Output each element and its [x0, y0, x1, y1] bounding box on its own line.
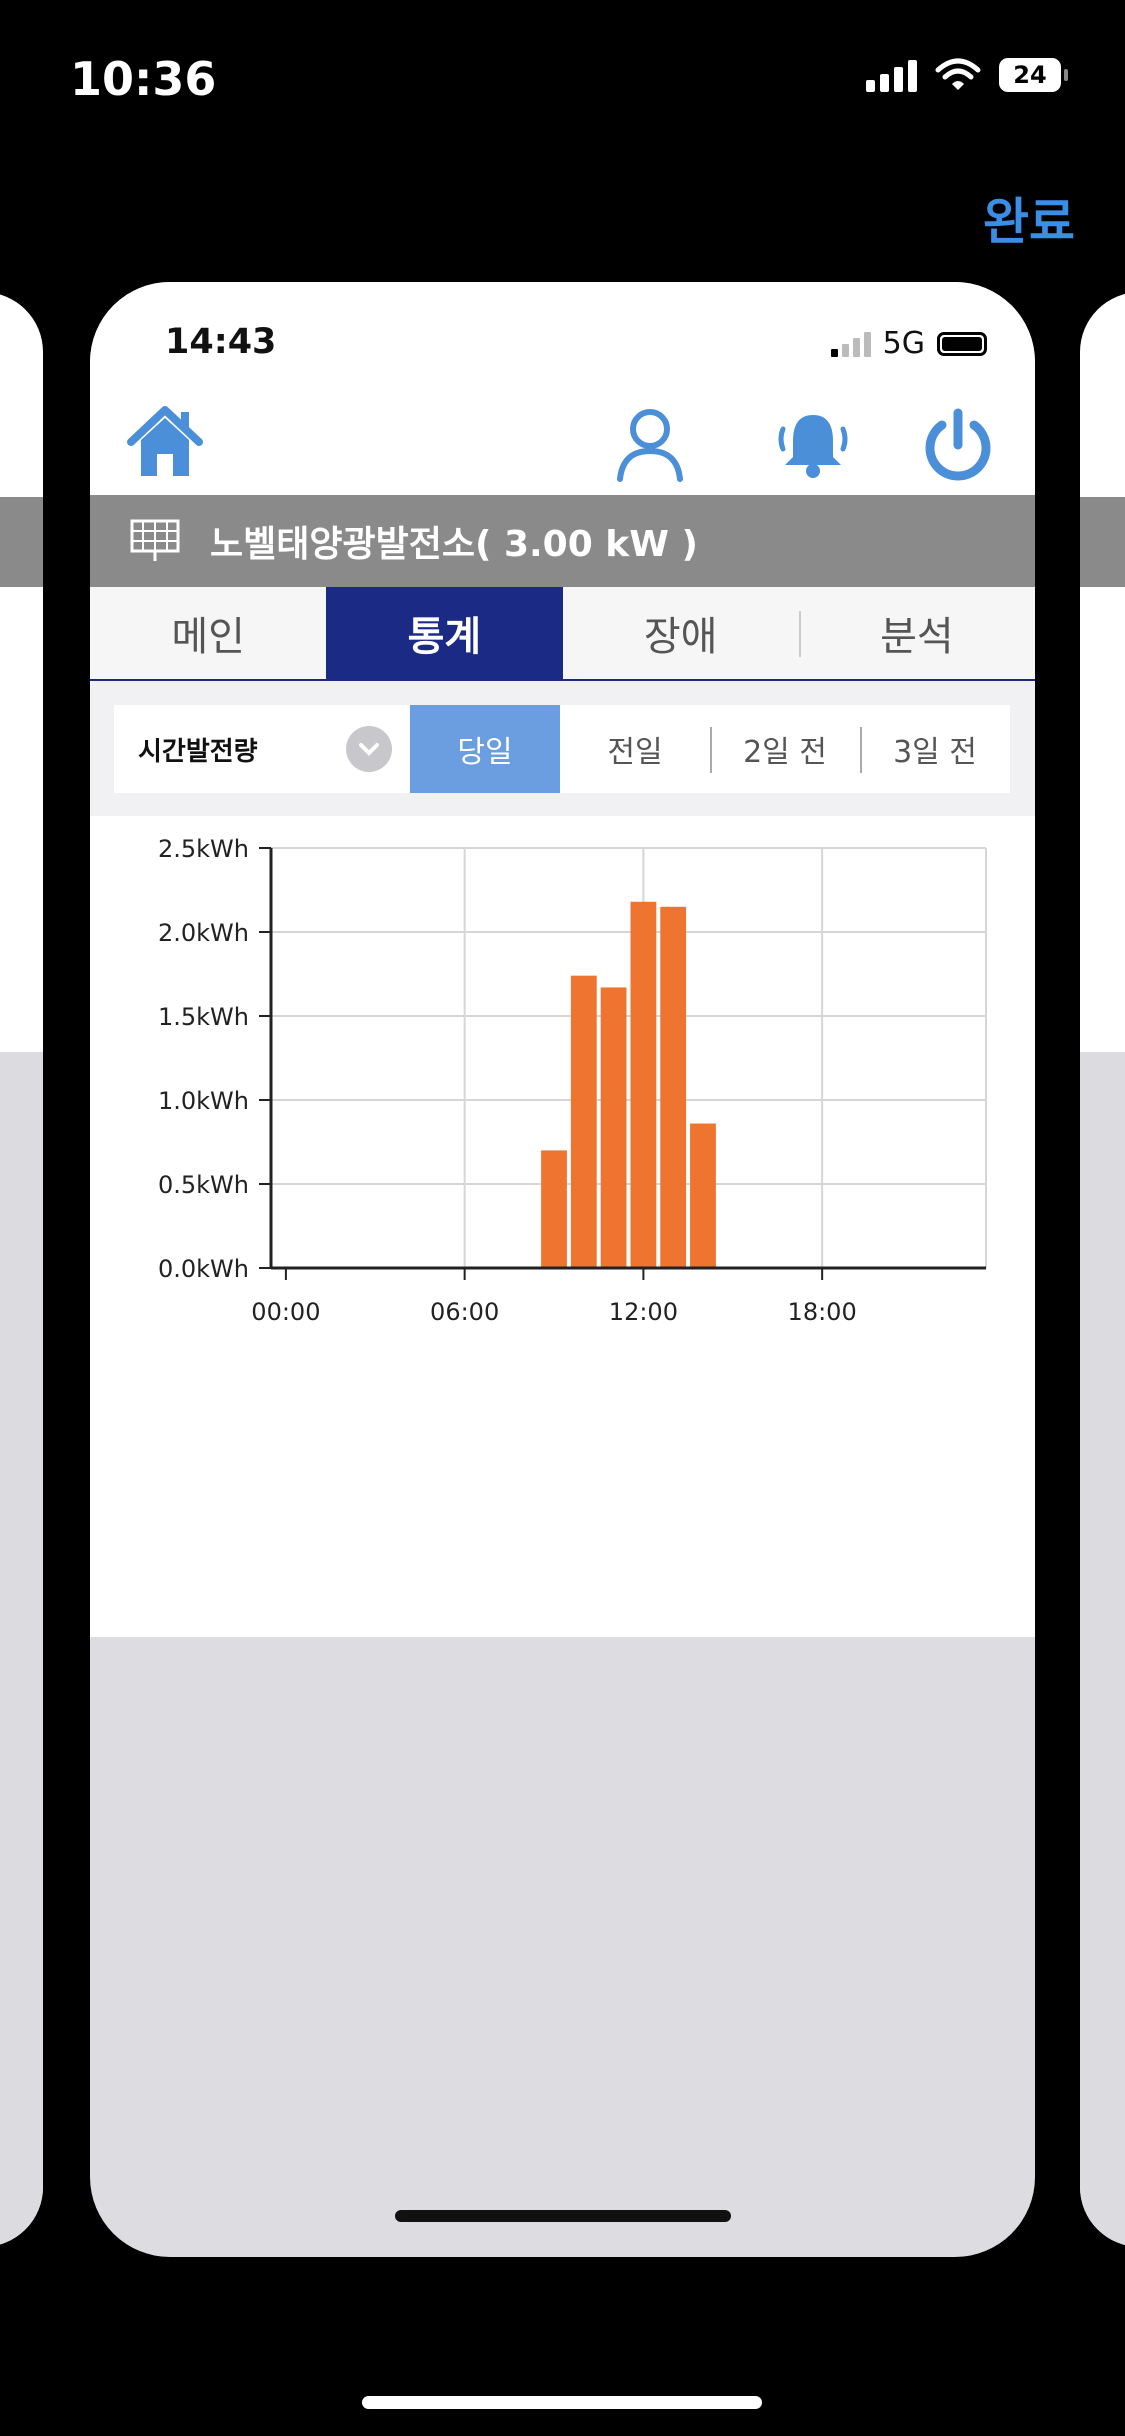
bar: [630, 901, 657, 1268]
battery-level: 24: [1013, 61, 1047, 89]
network-type: 5G: [882, 326, 925, 361]
day-tab-yesterday[interactable]: 전일: [607, 735, 663, 770]
filter-area: 시간발전량 당일 전일 2일 전 3일 전: [90, 681, 1035, 816]
tab-statistics[interactable]: 통계: [326, 587, 563, 679]
plant-header: 노벨태양광발전소( 3.00 kW ): [90, 495, 1035, 587]
inner-signal-icon: [830, 331, 871, 357]
cellular-signal-icon: [866, 58, 917, 92]
inner-status-icons: 5G: [830, 326, 987, 361]
day-tabs: 당일 전일 2일 전 3일 전: [410, 705, 1010, 793]
tab-analysis-label: 분석: [880, 614, 954, 660]
bar: [600, 987, 627, 1268]
main-tabs: 메인 통계 장애 분석: [90, 587, 1035, 681]
done-button[interactable]: 완료: [983, 193, 1075, 251]
y-tick-label: 0.0kWh: [158, 1255, 249, 1283]
user-icon[interactable]: [615, 407, 685, 483]
day-tab-3-days-ago[interactable]: 3일 전: [860, 705, 1010, 793]
power-icon[interactable]: [920, 407, 996, 483]
inner-battery-icon: [937, 331, 987, 356]
tab-analysis[interactable]: 분석: [798, 587, 1035, 679]
adjacent-card-left[interactable]: [0, 292, 43, 2247]
period-type-select[interactable]: 시간발전량: [114, 705, 410, 793]
y-tick-label: 0.5kWh: [158, 1171, 249, 1199]
x-tick-label: 00:00: [251, 1298, 320, 1326]
bar: [690, 1123, 716, 1268]
day-tab-today[interactable]: 당일: [410, 705, 560, 793]
y-tick-label: 2.5kWh: [158, 835, 249, 863]
battery-icon: 24: [999, 58, 1068, 92]
x-tick-label: 12:00: [609, 1298, 678, 1326]
y-tick-label: 1.0kWh: [158, 1087, 249, 1115]
day-3-label: 3일 전: [893, 735, 977, 770]
solar-panel-icon: [130, 519, 180, 561]
wifi-icon: [935, 58, 981, 90]
adjacent-card-right[interactable]: [1080, 292, 1125, 2247]
period-type-value: 시간발전량: [138, 736, 258, 767]
day-tab-2-days-ago[interactable]: 2일 전: [710, 705, 860, 793]
filter-bar: 시간발전량 당일 전일 2일 전 3일 전: [114, 705, 1010, 793]
hourly-generation-chart: 0.0kWh 0.5kWh 1.0kWh 1.5kWh 2.0kWh 2.5kWh 00:0…: [158, 835, 987, 1326]
inner-clock: 14:43: [165, 322, 277, 362]
x-tick-label: 06:00: [430, 1298, 499, 1326]
tab-main[interactable]: 메인: [171, 614, 245, 660]
chevron-down-icon: [346, 726, 392, 772]
home-icon[interactable]: [125, 402, 205, 482]
y-tick-label: 2.0kWh: [158, 919, 249, 947]
tab-faults[interactable]: 장애: [563, 587, 799, 679]
home-indicator[interactable]: [362, 2396, 762, 2409]
inner-home-indicator: [395, 2210, 731, 2222]
app-card[interactable]: 14:43 5G 노벨태양광발전소( 3.00 kW: [90, 282, 1035, 2257]
os-clock: 10:36: [70, 52, 217, 106]
bar: [570, 975, 597, 1268]
y-tick-label: 1.5kWh: [158, 1003, 249, 1031]
bar: [660, 906, 687, 1268]
bar: [541, 1150, 567, 1268]
day-2-label: 2일 전: [743, 735, 827, 770]
tab-faults-label: 장애: [643, 614, 718, 660]
bell-icon[interactable]: [775, 407, 851, 483]
x-tick-label: 18:00: [788, 1298, 857, 1326]
os-status-icons: 24: [866, 58, 1068, 92]
plant-title: 노벨태양광발전소( 3.00 kW ): [210, 524, 698, 565]
